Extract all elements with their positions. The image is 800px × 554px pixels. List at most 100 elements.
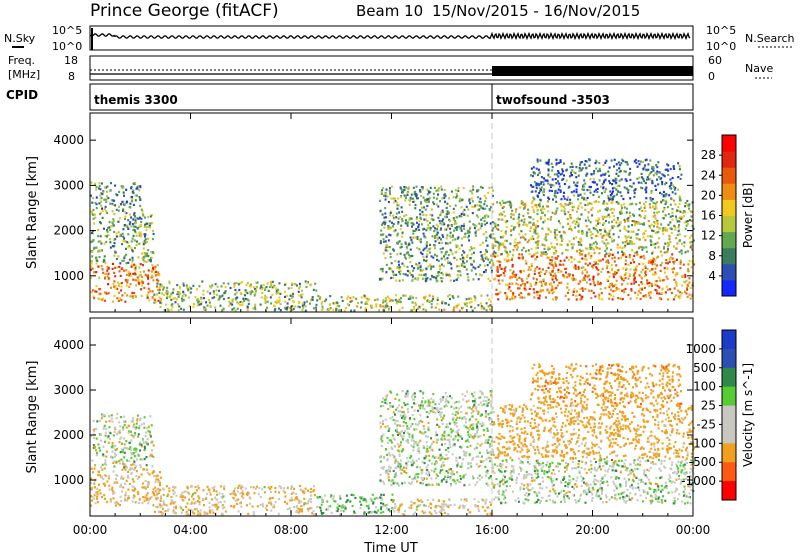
- heatmap-cell: [179, 287, 181, 290]
- heatmap-cell: [530, 262, 533, 266]
- colorbar-segment: [722, 247, 736, 265]
- heatmap-cell: [136, 276, 139, 279]
- heatmap-cell: [130, 196, 133, 199]
- heatmap-cell: [493, 222, 496, 225]
- heatmap-cell: [463, 251, 466, 254]
- heatmap-cell: [632, 258, 635, 261]
- heatmap-cell: [211, 509, 214, 512]
- heatmap-cell: [608, 232, 611, 235]
- heatmap-cell: [262, 505, 264, 508]
- heatmap-cell: [409, 198, 412, 201]
- heatmap-cell: [208, 491, 211, 494]
- heatmap-cell: [496, 266, 499, 269]
- heatmap-cell: [604, 287, 607, 290]
- heatmap-cell: [487, 506, 490, 509]
- heatmap-cell: [553, 194, 556, 197]
- heatmap-cell: [415, 194, 418, 198]
- heatmap-cell: [547, 172, 550, 175]
- heatmap-cell: [101, 216, 104, 219]
- heatmap-cell: [420, 201, 423, 204]
- heatmap-cell: [570, 162, 573, 165]
- heatmap-cell: [114, 238, 117, 241]
- heatmap-cell: [100, 242, 103, 245]
- heatmap-cell: [148, 226, 151, 229]
- heatmap-cell: [385, 298, 388, 301]
- heatmap-cell: [383, 216, 386, 219]
- heatmap-cell: [379, 268, 382, 271]
- heatmap-cell: [476, 214, 479, 217]
- heatmap-cell: [620, 194, 623, 198]
- heatmap-cell: [426, 193, 429, 196]
- heatmap-cell: [132, 463, 134, 466]
- heatmap-cell: [104, 474, 107, 477]
- heatmap-cell: [392, 222, 395, 226]
- heatmap-cell: [300, 505, 303, 508]
- heatmap-cell: [520, 200, 523, 203]
- heatmap-cell: [384, 207, 387, 210]
- heatmap-cell: [301, 289, 303, 292]
- heatmap-cell: [209, 493, 212, 496]
- heatmap-cell: [474, 204, 477, 207]
- heatmap-cell: [99, 211, 102, 214]
- heatmap-cell: [420, 202, 422, 205]
- heatmap-cell: [284, 300, 287, 303]
- heatmap-cell: [519, 296, 522, 299]
- heatmap-cell: [330, 495, 333, 498]
- heatmap-cell: [279, 303, 282, 306]
- heatmap-cell: [404, 294, 407, 297]
- heatmap-cell: [629, 178, 632, 181]
- heatmap-cell: [536, 194, 539, 197]
- heatmap-cell: [112, 203, 115, 206]
- heatmap-cell: [668, 236, 671, 239]
- heatmap-cell: [629, 215, 632, 218]
- heatmap-cell: [531, 175, 534, 178]
- heatmap-cell: [401, 217, 404, 221]
- heatmap-cell: [120, 289, 123, 292]
- heatmap-cell: [424, 511, 427, 514]
- heatmap-cell: [497, 292, 500, 295]
- station-title: Prince George (fitACF): [90, 1, 279, 21]
- heatmap-cell: [245, 298, 247, 301]
- heatmap-cell: [341, 504, 344, 507]
- heatmap-cell: [120, 416, 122, 419]
- heatmap-cell: [514, 226, 517, 229]
- heatmap-cell: [678, 233, 681, 236]
- heatmap-cell: [375, 506, 377, 509]
- heatmap-cell: [292, 300, 294, 303]
- heatmap-cell: [98, 483, 100, 486]
- heatmap-cell: [627, 235, 630, 238]
- heatmap-cell: [126, 466, 128, 469]
- heatmap-cell: [649, 261, 652, 264]
- heatmap-cell: [627, 173, 630, 176]
- heatmap-cell: [109, 228, 112, 232]
- heatmap-cell: [153, 298, 156, 301]
- heatmap-cell: [474, 231, 477, 234]
- heatmap-cell: [149, 222, 152, 225]
- heatmap-cell: [124, 463, 127, 466]
- heatmap-cell: [394, 260, 397, 263]
- heatmap-cell: [334, 500, 337, 503]
- heatmap-cell: [611, 211, 614, 214]
- heatmap-cell: [140, 235, 143, 238]
- heatmap-cell: [647, 219, 650, 223]
- heatmap-cell: [559, 173, 562, 176]
- heatmap-cell: [526, 241, 529, 244]
- heatmap-cell: [145, 442, 148, 445]
- heatmap-cell: [391, 221, 393, 224]
- heatmap-cell: [497, 228, 500, 231]
- heatmap-cell: [312, 490, 315, 493]
- heatmap-cell: [517, 287, 519, 290]
- heatmap-cell: [90, 231, 93, 235]
- heatmap-cell: [567, 211, 570, 214]
- heatmap-cell: [149, 290, 152, 293]
- heatmap-cell: [111, 210, 114, 213]
- heatmap-cell: [124, 217, 126, 220]
- heatmap-cell: [97, 235, 100, 238]
- heatmap-cell: [435, 233, 438, 236]
- heatmap-cell: [370, 511, 373, 514]
- heatmap-cell: [139, 204, 142, 208]
- heatmap-cell: [549, 259, 552, 262]
- heatmap-cell: [312, 513, 315, 516]
- heatmap-cell: [625, 267, 628, 270]
